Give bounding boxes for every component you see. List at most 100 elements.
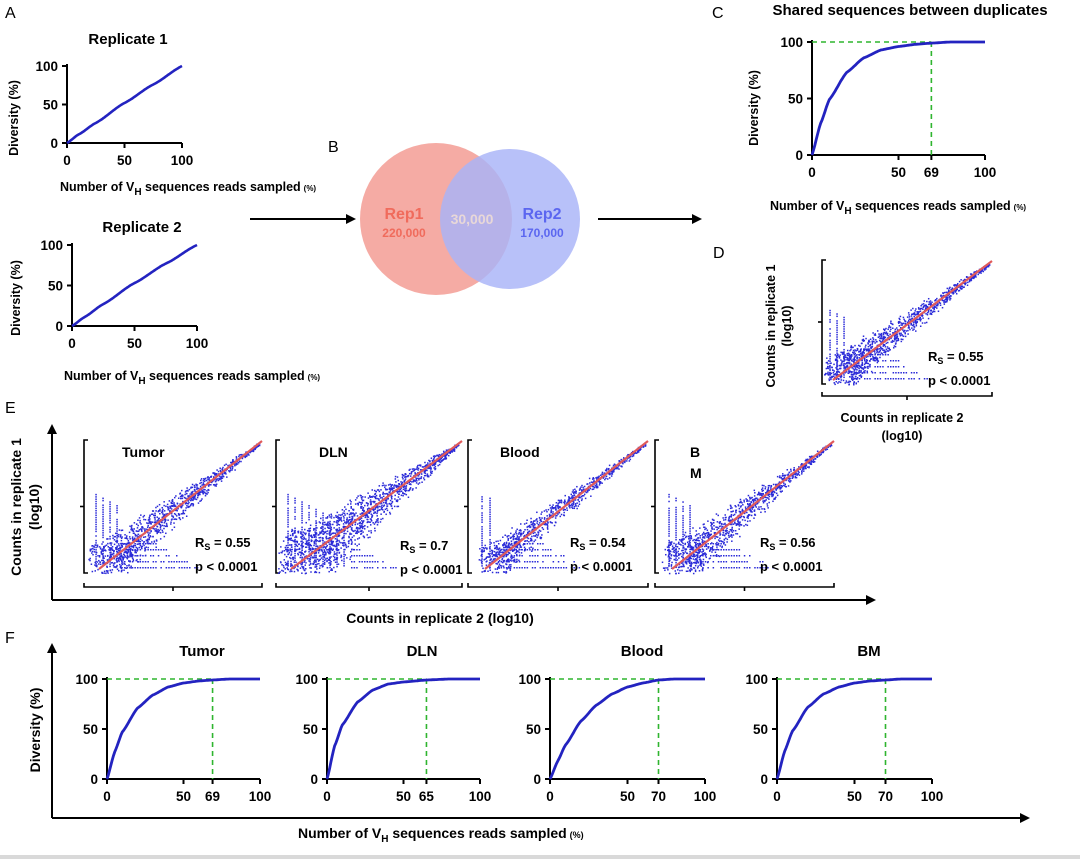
scatter-point bbox=[294, 555, 296, 557]
scatter-point bbox=[344, 554, 347, 556]
scatter-point bbox=[126, 538, 129, 540]
scatter-point bbox=[857, 372, 860, 374]
scatter-point bbox=[844, 363, 847, 365]
scatter-point bbox=[916, 321, 919, 323]
scatter-point bbox=[141, 539, 143, 542]
scatter-point bbox=[900, 378, 902, 380]
scatter-point bbox=[927, 310, 930, 312]
scatter-point bbox=[980, 272, 982, 274]
scatter-point bbox=[328, 541, 330, 543]
scatter-point bbox=[414, 472, 416, 474]
scatter-point bbox=[109, 510, 111, 512]
scatter-point bbox=[874, 360, 876, 362]
scatter-point bbox=[158, 531, 160, 533]
scatter-point bbox=[843, 342, 845, 344]
scatter-point bbox=[300, 544, 302, 547]
scatter-point bbox=[874, 354, 876, 356]
scatter-point bbox=[330, 542, 333, 544]
scatter-point bbox=[438, 461, 441, 463]
scatter-point bbox=[537, 555, 539, 557]
scatter-point bbox=[500, 561, 503, 563]
scatter-point bbox=[846, 352, 848, 355]
scatter-point bbox=[124, 561, 126, 563]
scatter-point bbox=[323, 546, 326, 548]
scatter-point bbox=[149, 532, 151, 534]
scatter-point bbox=[127, 540, 130, 542]
scatter-point bbox=[879, 356, 881, 359]
scatter-point bbox=[102, 555, 104, 557]
scatter-point bbox=[301, 540, 303, 542]
scatter-point bbox=[831, 376, 833, 379]
scatter-point bbox=[505, 563, 508, 566]
scatter-point bbox=[359, 524, 361, 527]
scatter-point bbox=[481, 498, 483, 500]
scatter-point bbox=[308, 535, 310, 537]
scatter-point bbox=[966, 276, 968, 278]
scatter-point bbox=[134, 544, 137, 547]
y-tick-label: 0 bbox=[533, 772, 541, 787]
d-ylabel-line2: (log10) bbox=[780, 306, 794, 347]
scatter-point bbox=[380, 518, 382, 521]
scatter-point bbox=[336, 549, 338, 552]
scatter-point bbox=[404, 473, 407, 475]
scatter-point bbox=[322, 556, 324, 558]
scatter-point bbox=[147, 535, 150, 537]
scatter-point bbox=[369, 521, 371, 524]
scatter-point bbox=[205, 479, 208, 482]
scatter-point bbox=[889, 326, 892, 328]
scatter-point bbox=[439, 454, 442, 457]
scatter-point bbox=[440, 460, 443, 462]
scatter-point bbox=[171, 518, 173, 520]
scatter-point bbox=[526, 540, 529, 542]
x-tick-label: 100 bbox=[974, 165, 997, 180]
scatter-point bbox=[557, 499, 560, 502]
scatter-point bbox=[385, 499, 388, 502]
scatter-point bbox=[918, 318, 921, 321]
scatter-point bbox=[857, 380, 859, 383]
scatter-point bbox=[373, 508, 375, 510]
scatter-point bbox=[829, 374, 831, 376]
scatter-point bbox=[131, 561, 134, 563]
scatter-point bbox=[310, 571, 312, 573]
scatter-point bbox=[102, 522, 104, 525]
scatter-point bbox=[910, 322, 912, 325]
scatter-point bbox=[866, 362, 869, 364]
scatter-point bbox=[949, 297, 951, 299]
scatter-point bbox=[847, 362, 850, 364]
scatter-point bbox=[116, 568, 119, 570]
scatter-point bbox=[314, 571, 316, 574]
scatter-point bbox=[110, 571, 113, 574]
scatter-point bbox=[322, 521, 324, 524]
scatter-point bbox=[404, 475, 407, 478]
scatter-point bbox=[183, 561, 186, 563]
scatter-point bbox=[877, 378, 879, 380]
scatter-point bbox=[119, 558, 122, 561]
scatter-point bbox=[869, 355, 872, 358]
scatter-point bbox=[391, 497, 393, 500]
scatter-point bbox=[369, 496, 372, 499]
scatter-point bbox=[315, 532, 318, 535]
scatter-point bbox=[859, 351, 862, 353]
scatter-point bbox=[355, 532, 357, 535]
scatter-point bbox=[330, 513, 333, 516]
scatter-point bbox=[294, 536, 296, 539]
scatter-point bbox=[95, 505, 97, 507]
scatter-point bbox=[916, 311, 918, 313]
scatter-point bbox=[252, 449, 255, 452]
e-xlabel: Counts in replicate 2 (log10) bbox=[346, 610, 533, 626]
scatter-point bbox=[550, 567, 552, 569]
scatter-point bbox=[863, 349, 865, 351]
scatter-point bbox=[130, 565, 132, 568]
scatter-point bbox=[563, 508, 565, 511]
scatter-point bbox=[836, 315, 838, 318]
scatter-point bbox=[178, 513, 180, 515]
scatter-point bbox=[151, 521, 154, 523]
scatter-point bbox=[330, 526, 332, 529]
scatter-point bbox=[876, 357, 879, 359]
scatter-point bbox=[871, 354, 874, 356]
scatter-point bbox=[111, 569, 114, 571]
scatter-point bbox=[308, 543, 310, 545]
scatter-point bbox=[613, 468, 616, 470]
scatter-point bbox=[182, 511, 184, 514]
scatter-point bbox=[381, 508, 384, 511]
